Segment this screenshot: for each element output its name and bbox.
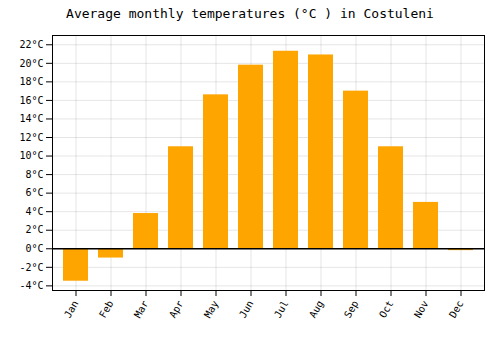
svg-text:12°C: 12°C bbox=[19, 132, 43, 143]
svg-text:Feb: Feb bbox=[97, 299, 116, 320]
svg-text:May: May bbox=[202, 299, 221, 320]
svg-text:6°C: 6°C bbox=[25, 187, 43, 198]
svg-text:Jun: Jun bbox=[237, 299, 256, 320]
svg-text:0°C: 0°C bbox=[25, 243, 43, 254]
svg-text:-4°C: -4°C bbox=[19, 280, 43, 291]
svg-text:22°C: 22°C bbox=[19, 39, 43, 50]
svg-text:14°C: 14°C bbox=[19, 113, 43, 124]
svg-text:16°C: 16°C bbox=[19, 95, 43, 106]
svg-text:-2°C: -2°C bbox=[19, 262, 43, 273]
svg-text:Dec: Dec bbox=[447, 299, 466, 320]
svg-text:18°C: 18°C bbox=[19, 76, 43, 87]
svg-text:Jul: Jul bbox=[272, 299, 291, 320]
html-text:Average monthly temperatures (: Average monthly temperatures (°C ) in Co… bbox=[66, 6, 434, 21]
svg-text:Sep: Sep bbox=[342, 299, 361, 320]
svg-text:Nov: Nov bbox=[412, 299, 431, 320]
svg-text:4°C: 4°C bbox=[25, 206, 43, 217]
svg-text:Oct: Oct bbox=[377, 299, 396, 320]
svg-text:Apr: Apr bbox=[167, 299, 186, 320]
svg-text:8°C: 8°C bbox=[25, 169, 43, 180]
svg-text:Jan: Jan bbox=[62, 299, 81, 320]
svg-text:20°C: 20°C bbox=[19, 58, 43, 69]
svg-text:Mar: Mar bbox=[132, 299, 151, 320]
svg-text:2°C: 2°C bbox=[25, 224, 43, 235]
svg-text:10°C: 10°C bbox=[19, 150, 43, 161]
svg-text:Aug: Aug bbox=[307, 299, 326, 320]
